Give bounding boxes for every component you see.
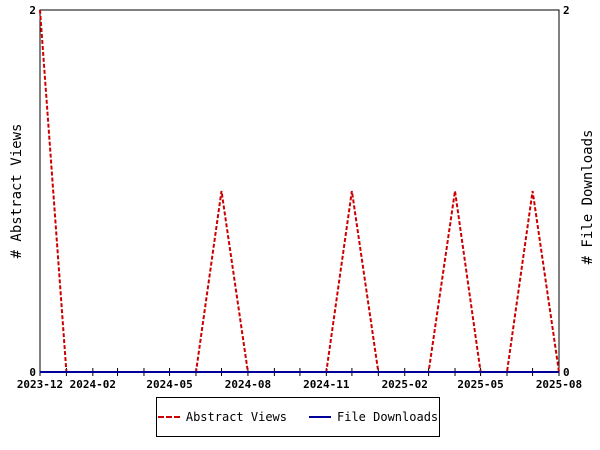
x-tick-label-3: 2024-08 [225, 378, 271, 391]
x-tick-label-2: 2024-05 [146, 378, 192, 391]
y-tick-label-left-0: 0 [29, 366, 36, 379]
x-tick-label-1: 2024-02 [70, 378, 116, 391]
y-tick-label-right-0: 0 [563, 366, 570, 379]
legend-label-abstract-views: Abstract Views [185, 410, 287, 424]
legend-swatch-file-downloads [309, 416, 331, 418]
legend: Abstract Views File Downloads [156, 397, 440, 437]
x-tick-label-7: 2025-08 [536, 378, 582, 391]
x-tick-label-0: 2023-12 [17, 378, 63, 391]
series-layer [39, 9, 560, 373]
legend-item-abstract-views: Abstract Views [157, 410, 287, 424]
legend-swatch-abstract-views [157, 416, 180, 418]
plot-area [39, 9, 560, 373]
x-tick-label-6: 2025-05 [457, 378, 503, 391]
y-tick-label-left-1: 2 [29, 4, 36, 17]
tick-labels: 2023-12 2024-02 2024-05 2024-08 2024-11 2025-… [17, 4, 582, 391]
legend-item-file-downloads: File Downloads [309, 410, 438, 424]
legend-label-file-downloads: File Downloads [337, 410, 439, 424]
y-axis-title-left: # Abstract Views [9, 124, 25, 259]
x-tick-label-5: 2025-02 [382, 378, 428, 391]
x-tick-label-4: 2024-11 [303, 378, 350, 391]
y-axis-title-right: # File Downloads [580, 130, 596, 265]
y-tick-label-right-1: 2 [563, 4, 570, 17]
